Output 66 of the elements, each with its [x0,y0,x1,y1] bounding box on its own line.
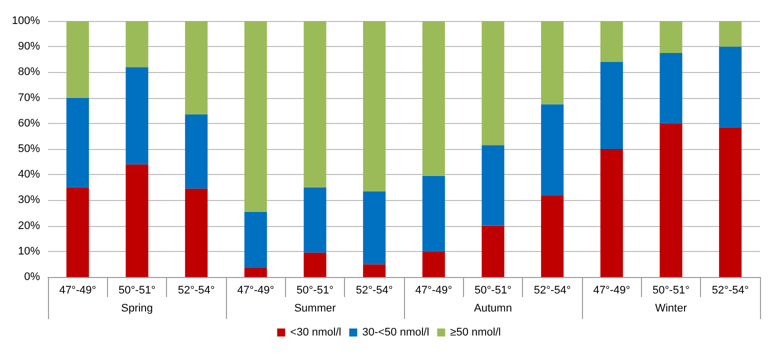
bar [482,226,504,277]
bar [126,67,148,164]
legend-label: 30-<50 nmol/l [362,326,430,338]
bar [185,188,208,277]
bar [600,149,623,277]
x-tick-label: 47°-49° [593,284,630,296]
y-tick-label: 20% [18,220,40,232]
bar [422,251,445,277]
bar [363,264,386,277]
x-tick-label: 50°-51° [296,284,334,296]
bar [719,127,742,277]
bar [482,145,504,226]
y-tick-label: 40% [18,168,40,181]
bar [660,53,682,124]
bar [482,21,504,146]
y-tick-label: 50% [18,143,40,155]
text: Winter [655,302,688,314]
legend-label: <30 nmol/l [290,326,342,338]
text: Summer [294,302,336,314]
x-tick-label: 47°-49° [237,284,274,296]
x-tick-label: 52°-54° [356,284,393,296]
x-tick-label: 52°-54° [534,284,571,296]
bar [600,62,623,149]
bar [304,187,326,253]
text: Spring [121,302,153,314]
y-tick-label: 60% [18,117,40,130]
bar [244,268,267,277]
y-tick-label: 70% [18,92,40,104]
bar [422,21,445,176]
bar [66,187,89,277]
y-tick-label: 0% [24,271,40,283]
y-tick-label: 80% [18,66,40,78]
x-tick-label: 50°-51° [118,284,156,296]
bar [660,21,682,53]
bar [363,21,386,192]
bar [422,176,445,252]
legend-label: ≥50 nmol/l [450,326,501,338]
bar [185,114,208,189]
bar [541,104,564,196]
y-tick-label: 90% [18,40,40,53]
bar [185,21,208,114]
bar [304,21,326,188]
bar [66,98,89,188]
bar [600,21,623,62]
bar [363,191,386,264]
text: Autumn [474,302,512,314]
x-tick-label: 52°-54° [178,284,215,296]
bar [541,21,564,104]
bar [660,123,682,277]
bar [126,21,148,68]
x-tick-label: 50°-51° [474,284,512,296]
bar [304,252,326,277]
bar [719,21,742,47]
bar [244,21,267,212]
x-tick-label: 47°-49° [59,284,96,296]
bar [719,46,742,128]
y-tick-label: 10% [18,245,40,258]
x-tick-label: 50°-51° [652,284,690,296]
x-tick-label: 47°-49° [415,284,452,296]
bar [541,195,564,277]
y-tick-label: 100% [12,15,40,27]
bar [66,21,89,98]
bar [126,164,148,277]
y-tick-label: 30% [18,194,40,206]
bar [244,212,267,268]
x-tick-label: 52°-54° [712,284,749,296]
